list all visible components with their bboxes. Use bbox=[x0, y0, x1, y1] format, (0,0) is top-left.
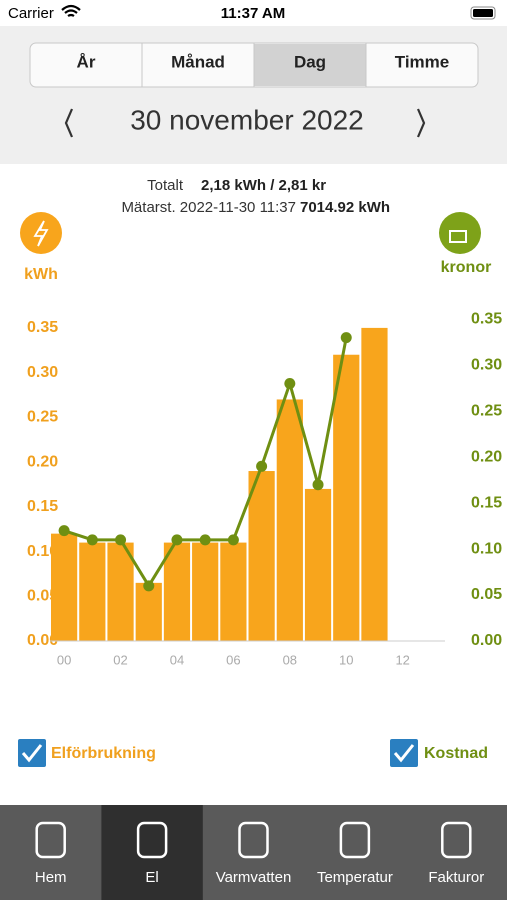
cost-point bbox=[143, 580, 155, 592]
checkmark bbox=[21, 744, 43, 763]
tab-icon[interactable] bbox=[441, 821, 472, 859]
y2-axis-title: kronor bbox=[441, 259, 492, 276]
bar bbox=[192, 542, 219, 641]
y2-tick-label: 0.05 bbox=[471, 586, 502, 603]
segment-label[interactable]: År bbox=[77, 52, 96, 71]
segment-label[interactable]: Dag bbox=[294, 52, 326, 71]
cost-point bbox=[86, 534, 98, 546]
cost-point bbox=[284, 378, 296, 390]
y-axis-title: kWh bbox=[24, 266, 58, 283]
cost-point bbox=[340, 332, 352, 344]
date-arrows[interactable] bbox=[64, 108, 426, 138]
tab-icon[interactable] bbox=[35, 821, 66, 859]
legend-label: Kostnad bbox=[424, 745, 488, 762]
x-tick-label: 08 bbox=[283, 652, 297, 667]
total-label: Totalt bbox=[147, 177, 184, 194]
y-tick-label: 0.20 bbox=[27, 453, 58, 470]
x-tick-label: 00 bbox=[57, 652, 71, 667]
energy-icon bbox=[20, 212, 62, 254]
cost-point bbox=[58, 525, 70, 537]
y2-tick-label: 0.00 bbox=[471, 632, 502, 649]
x-tick-label: 10 bbox=[339, 652, 353, 667]
bar bbox=[79, 542, 106, 641]
y2-tick-label: 0.10 bbox=[471, 540, 502, 557]
bar bbox=[163, 542, 191, 641]
y-tick-label: 0.25 bbox=[27, 409, 58, 426]
y-tick-label: 0.10 bbox=[27, 543, 58, 560]
legend-label: Elförbrukning bbox=[51, 745, 156, 762]
tab-selected bbox=[101, 805, 203, 900]
tab-bar bbox=[0, 805, 507, 900]
cost-point bbox=[227, 534, 239, 546]
tab-label[interactable]: Temperatur bbox=[317, 869, 393, 886]
battery-level bbox=[473, 9, 493, 17]
cost-icon bbox=[439, 212, 481, 254]
checkbox[interactable] bbox=[390, 739, 418, 767]
y2-tick-label: 0.35 bbox=[471, 310, 502, 327]
y2-tick-label: 0.15 bbox=[471, 494, 502, 511]
y-tick-label: 0.05 bbox=[27, 587, 58, 604]
tab-icon[interactable] bbox=[339, 821, 371, 859]
checkmark bbox=[393, 744, 415, 763]
x-tick-label: 06 bbox=[226, 652, 240, 667]
coins bbox=[449, 230, 467, 243]
bar bbox=[220, 542, 247, 641]
clock: 11:37 AM bbox=[221, 5, 285, 22]
tab-label[interactable]: Hem bbox=[35, 869, 67, 886]
bar bbox=[51, 533, 78, 641]
bar bbox=[304, 488, 332, 641]
cost-point bbox=[199, 534, 211, 546]
tab-label[interactable]: Varmvatten bbox=[216, 869, 292, 886]
tab-label[interactable]: El bbox=[145, 869, 158, 886]
carrier: Carrier bbox=[8, 5, 54, 22]
tab-label[interactable]: Fakturor bbox=[428, 869, 484, 886]
cost-point bbox=[256, 460, 268, 472]
bolt bbox=[33, 220, 49, 247]
x-tick-label: 12 bbox=[395, 652, 409, 667]
legend-left[interactable] bbox=[18, 739, 46, 767]
cost-point bbox=[312, 479, 324, 491]
tab-icon[interactable] bbox=[136, 821, 168, 859]
bar bbox=[135, 582, 162, 641]
y-tick-label: 0.30 bbox=[27, 364, 58, 381]
tab-icon[interactable] bbox=[238, 821, 269, 859]
bar bbox=[361, 327, 388, 641]
y-tick-label: 0.00 bbox=[27, 632, 58, 649]
y2-tick-label: 0.25 bbox=[471, 402, 502, 419]
bar bbox=[107, 542, 134, 641]
wifi-icon bbox=[61, 4, 81, 17]
segment-label[interactable]: Månad bbox=[171, 52, 225, 71]
date-title: 30 november 2022 bbox=[130, 104, 364, 135]
bar bbox=[248, 471, 275, 641]
y2-tick-label: 0.30 bbox=[471, 356, 502, 373]
bar bbox=[333, 354, 360, 641]
cost-point bbox=[171, 534, 183, 546]
y-tick-label: 0.15 bbox=[27, 498, 58, 515]
battery bbox=[470, 6, 496, 20]
segment-selected bbox=[254, 44, 366, 86]
total-value: 2,18 kWh / 2,81 kr bbox=[201, 177, 326, 194]
x-tick-label: 02 bbox=[113, 652, 127, 667]
y2-tick-label: 0.20 bbox=[471, 448, 502, 465]
segment-label[interactable]: Timme bbox=[395, 52, 450, 71]
y-tick-label: 0.35 bbox=[27, 319, 58, 336]
meter-value: 7014.92 kWh bbox=[300, 199, 390, 216]
bar bbox=[276, 399, 303, 641]
meter-label: Mätarst. 2022-11-30 11:37 bbox=[121, 199, 296, 216]
checkbox[interactable] bbox=[18, 739, 46, 767]
cost-point bbox=[115, 534, 127, 546]
x-tick-label: 04 bbox=[170, 652, 184, 667]
